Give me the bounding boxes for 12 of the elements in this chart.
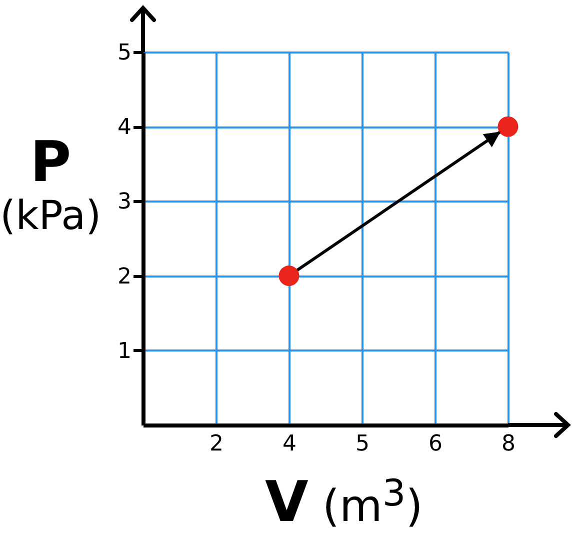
y-tick-label: 1 <box>118 338 132 364</box>
y-tick-label: 2 <box>118 264 132 290</box>
x-tick-label: 6 <box>428 432 442 456</box>
y-tick-label: 4 <box>118 115 132 140</box>
x-tick-label: 8 <box>502 432 516 456</box>
y-tick-label: 5 <box>118 40 132 66</box>
x-tick-label: 5 <box>356 432 370 456</box>
y-tick-label: 3 <box>118 190 132 215</box>
y-axis-title: P (kPa) <box>0 130 102 239</box>
x-axis-title: V (m$^{3}$) <box>265 470 423 535</box>
x-tick-label: 2 <box>210 432 224 456</box>
x-tick-label: 4 <box>282 432 296 456</box>
